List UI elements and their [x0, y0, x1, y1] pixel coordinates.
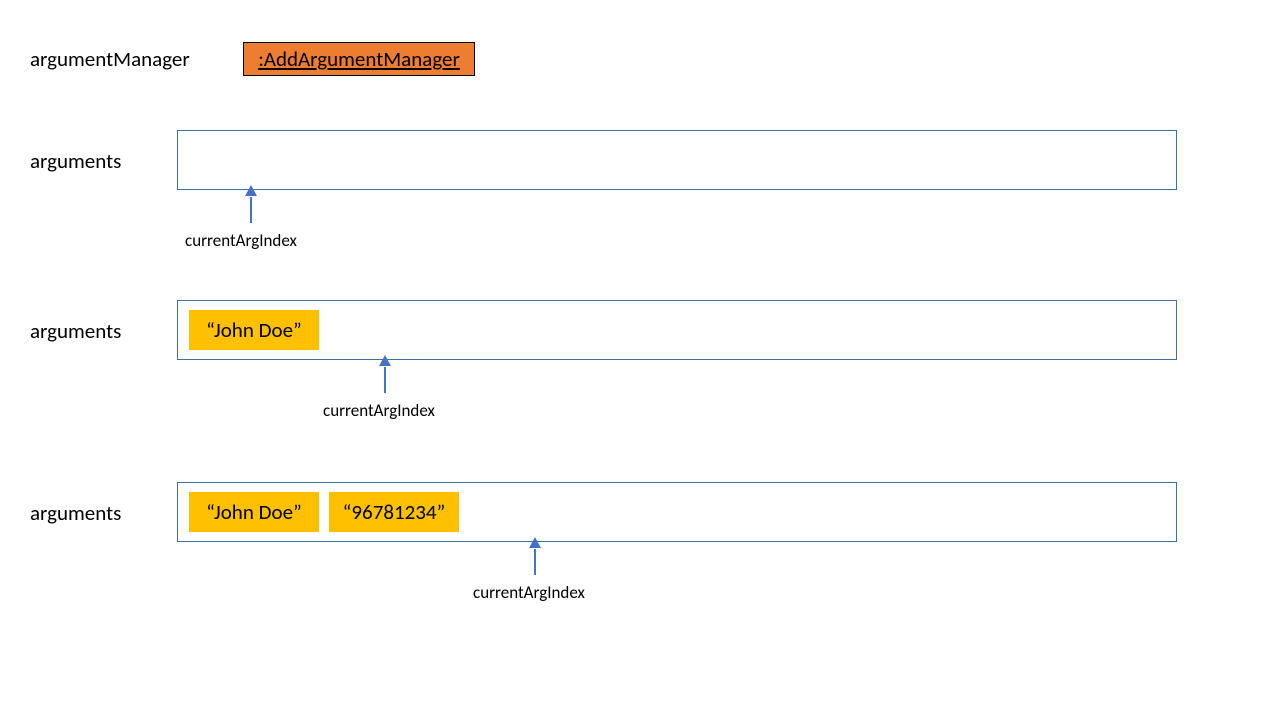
- add-argument-manager-class-box: :AddArgumentManager: [243, 42, 475, 76]
- current-arg-index-arrow-0: [250, 197, 252, 223]
- arguments-box-0: [177, 130, 1177, 190]
- current-arg-index-arrow-2: [534, 549, 536, 575]
- arguments-box-1: [177, 300, 1177, 360]
- arguments-label-1: arguments: [30, 318, 121, 344]
- arguments-box-2: [177, 482, 1177, 542]
- argument-manager-variable-label: argumentManager: [30, 46, 190, 72]
- add-argument-manager-class-label: :AddArgumentManager: [258, 46, 460, 72]
- current-arg-index-label-2: currentArgIndex: [473, 582, 585, 603]
- argument-tag-2-1: “96781234”: [329, 492, 459, 532]
- argument-tag-2-0: “John Doe”: [189, 492, 319, 532]
- arguments-label-0: arguments: [30, 148, 121, 174]
- current-arg-index-label-0: currentArgIndex: [185, 230, 297, 251]
- current-arg-index-arrow-1: [384, 367, 386, 393]
- current-arg-index-label-1: currentArgIndex: [323, 400, 435, 421]
- arguments-label-2: arguments: [30, 500, 121, 526]
- argument-tag-1-0: “John Doe”: [189, 310, 319, 350]
